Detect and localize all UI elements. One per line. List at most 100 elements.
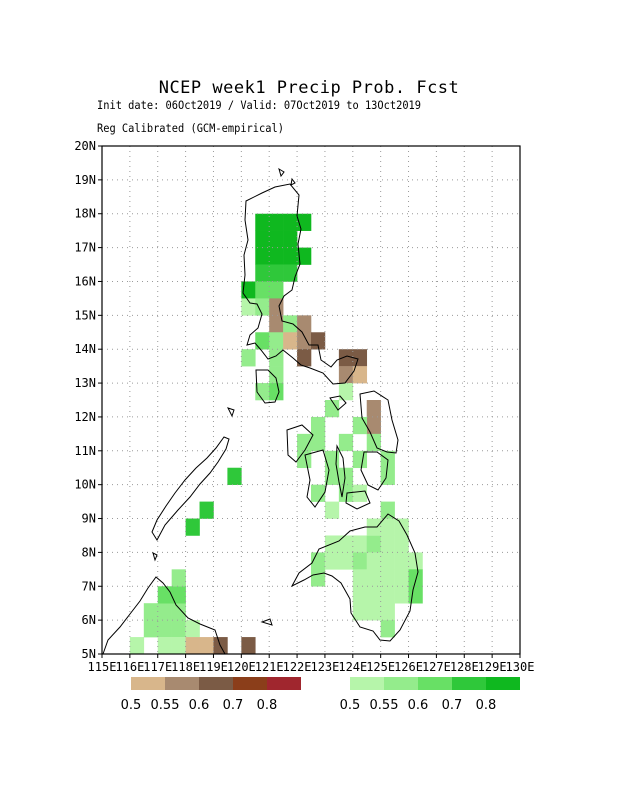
probability-cell: [366, 569, 381, 587]
probability-cell: [255, 281, 270, 299]
lat-tick-label: 19N: [74, 173, 96, 187]
probability-cell: [394, 518, 409, 536]
probability-cell: [352, 450, 368, 469]
legend-swatch: [452, 677, 486, 690]
probability-cell: [352, 569, 368, 587]
legend-label: 0.5: [340, 698, 361, 713]
lon-tick-label: 124E: [338, 660, 367, 674]
lat-tick-label: 6N: [82, 613, 96, 627]
probability-cell: [185, 637, 200, 655]
probability-cell: [366, 552, 381, 570]
probability-cell: [199, 501, 214, 519]
probability-cell: [380, 586, 395, 604]
probability-cell: [157, 603, 172, 621]
probability-cell: [380, 518, 395, 536]
leyte-coast: [360, 451, 389, 491]
dry-probability-legend: 0.5 0.55 0.6 0.7 0.8: [121, 677, 301, 713]
probability-cell: [269, 383, 284, 401]
probability-cell: [366, 603, 381, 621]
probability-cell: [366, 433, 381, 452]
probability-cell: [380, 501, 395, 519]
legend-swatch: [384, 677, 418, 690]
probability-cell: [199, 637, 214, 655]
legend-swatch: [165, 677, 199, 690]
panay-coast: [286, 424, 314, 463]
probability-cell: [157, 637, 172, 655]
probability-cell: [311, 416, 326, 435]
lat-tick-label: 7N: [82, 579, 96, 593]
probability-cell: [311, 433, 326, 452]
probability-cell: [255, 332, 270, 350]
probability-cell: [171, 603, 186, 621]
legend-label: 0.7: [223, 698, 244, 713]
probability-cell: [171, 586, 186, 604]
probability-cell: [255, 264, 270, 282]
probability-cell: [255, 213, 270, 231]
lat-tick-label: 13N: [74, 376, 96, 390]
lon-tick-label: 126E: [394, 660, 423, 674]
small-island-5: [260, 618, 273, 626]
lat-tick-label: 10N: [74, 478, 96, 492]
legend-label: 0.6: [408, 698, 429, 713]
probability-cell: [269, 230, 284, 248]
probability-cell: [255, 230, 270, 248]
probability-cell: [338, 535, 354, 553]
lat-tick-label: 8N: [82, 545, 96, 559]
probability-cell: [227, 467, 242, 485]
negros-coast: [304, 449, 330, 508]
legend-swatch: [418, 677, 452, 690]
lat-tick-label: 15N: [74, 308, 96, 322]
bohol-coast: [345, 490, 371, 510]
legend-label: 0.8: [476, 698, 497, 713]
probability-cell: [352, 586, 368, 604]
probability-cell: [171, 620, 186, 638]
probability-cell: [394, 552, 409, 570]
lat-tick-label: 12N: [74, 410, 96, 424]
legend-label: 0.55: [151, 698, 180, 713]
legend-label: 0.6: [189, 698, 210, 713]
probability-cell: [171, 569, 186, 587]
probability-cell: [297, 349, 312, 367]
legend-swatch: [267, 677, 301, 690]
lat-tick-label: 11N: [74, 444, 96, 458]
probability-cell: [143, 620, 159, 638]
probability-cells: [129, 213, 423, 655]
probability-cell: [311, 484, 326, 502]
lon-tick-label: 123E: [310, 660, 339, 674]
probability-cell: [283, 264, 298, 282]
probability-cell: [338, 552, 354, 570]
probability-cell: [283, 230, 298, 248]
probability-cell: [338, 383, 354, 401]
probability-cell: [283, 332, 298, 350]
probability-cell: [352, 603, 368, 621]
lon-tick-label: 118E: [171, 660, 200, 674]
latitude-labels: 5N 6N 7N 8N 9N 10N 11N 12N 13N 14N 15N 16N 17N 18N 19N…: [74, 139, 96, 661]
lat-tick-label: 9N: [82, 512, 96, 526]
probability-cell: [324, 552, 340, 570]
probability-cell: [380, 552, 395, 570]
probability-cell: [380, 603, 395, 621]
small-island-3: [227, 407, 235, 418]
probability-cell: [380, 535, 395, 553]
lon-tick-label: 129E: [478, 660, 507, 674]
probability-cell: [283, 247, 298, 265]
probability-cell: [129, 637, 145, 655]
lat-tick-label: 16N: [74, 274, 96, 288]
lon-tick-label: 119E: [199, 660, 228, 674]
lon-tick-label: 125E: [366, 660, 395, 674]
probability-cell: [324, 501, 340, 519]
lon-tick-label: 116E: [115, 660, 144, 674]
probability-cell: [311, 569, 326, 587]
small-island-2: [290, 177, 296, 186]
samar-coast: [359, 390, 399, 454]
longitude-labels: 115E116E117E118E119E120E121E122E123E124E…: [88, 660, 535, 674]
probability-cell: [338, 467, 354, 485]
probability-cell: [352, 416, 368, 435]
probability-cell: [255, 298, 270, 316]
probability-cell: [297, 315, 312, 333]
legend-swatch: [199, 677, 233, 690]
probability-cell: [380, 620, 395, 638]
probability-cell: [408, 586, 423, 604]
probability-cell: [352, 552, 368, 570]
lat-tick-label: 18N: [74, 207, 96, 221]
